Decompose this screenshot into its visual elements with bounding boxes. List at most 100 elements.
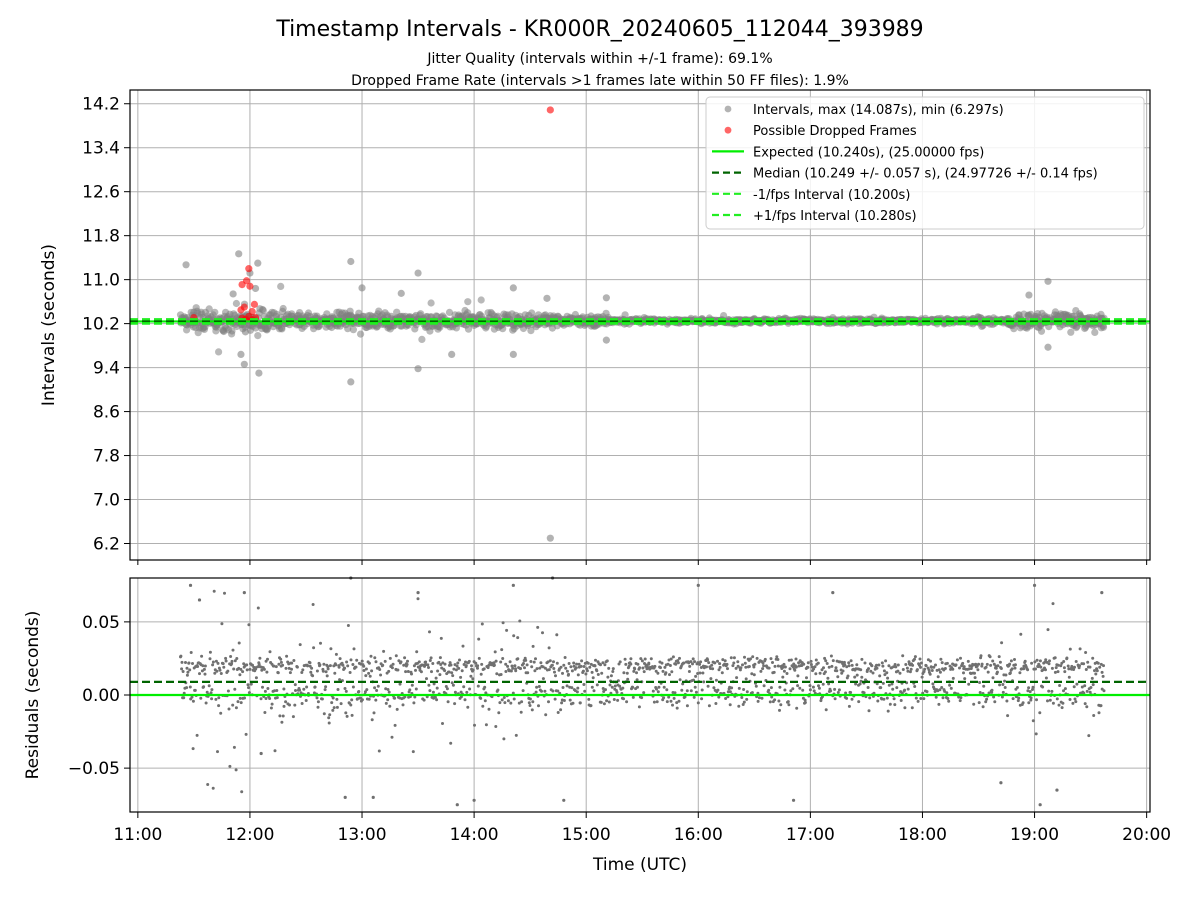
- residual-point: [1056, 663, 1060, 667]
- residual-point: [817, 686, 821, 690]
- residual-point: [781, 665, 785, 669]
- residual-point: [720, 671, 724, 675]
- residual-point: [590, 670, 594, 674]
- residual-point: [569, 665, 573, 669]
- residual-point: [651, 689, 655, 693]
- residual-point: [256, 606, 260, 610]
- residual-point: [463, 698, 467, 702]
- legend-frame: [705, 96, 1145, 230]
- residual-point: [906, 687, 910, 691]
- interval-point: [205, 305, 213, 313]
- residual-point: [590, 685, 594, 689]
- residual-point: [744, 665, 748, 669]
- residual-point: [562, 798, 566, 802]
- residual-point: [186, 670, 190, 674]
- residual-point: [447, 670, 451, 674]
- residual-point: [243, 696, 246, 700]
- residual-point: [498, 701, 502, 705]
- residual-point: [875, 682, 879, 686]
- residual-point: [918, 657, 922, 661]
- residual-point: [689, 689, 693, 693]
- residual-point: [879, 686, 883, 690]
- residual-point: [755, 656, 759, 660]
- residual-point: [698, 662, 702, 666]
- residual-point: [724, 697, 728, 700]
- residual-point: [896, 663, 900, 667]
- residual-point: [670, 670, 674, 674]
- residual-point: [345, 714, 349, 718]
- residual-point: [481, 704, 485, 708]
- residual-point: [512, 697, 516, 701]
- residual-point: [941, 696, 945, 700]
- residual-point: [750, 672, 754, 676]
- residual-point: [1046, 628, 1050, 632]
- residual-point: [472, 798, 476, 802]
- residual-point: [958, 699, 962, 703]
- residual-point: [226, 689, 230, 693]
- residual-point: [925, 690, 929, 694]
- residual-point: [541, 665, 545, 669]
- residual-point: [1093, 669, 1096, 673]
- residual-point: [233, 687, 237, 691]
- interval-point: [254, 332, 262, 340]
- residual-point: [706, 684, 710, 688]
- residual-point: [446, 700, 450, 704]
- residual-point: [640, 696, 644, 700]
- residual-point: [747, 665, 751, 668]
- residual-point: [559, 708, 563, 712]
- residual-point: [837, 688, 841, 692]
- residual-point: [363, 690, 367, 694]
- residual-point: [773, 664, 777, 668]
- residual-point: [202, 685, 206, 689]
- residual-point: [680, 688, 684, 692]
- residual-point: [265, 670, 269, 674]
- residual-point: [196, 665, 200, 668]
- residual-point: [592, 689, 596, 693]
- residual-point: [285, 654, 289, 658]
- residual-point: [233, 659, 237, 663]
- residual-point: [313, 685, 317, 689]
- residual-point: [624, 662, 628, 666]
- residual-point: [1087, 734, 1091, 738]
- residual-point: [892, 697, 896, 701]
- residual-point: [471, 668, 475, 672]
- residual-point: [367, 661, 371, 665]
- residual-point: [237, 641, 241, 645]
- residual-point: [386, 688, 390, 691]
- residual-point: [814, 658, 818, 662]
- residual-point: [216, 750, 219, 754]
- residual-point: [629, 662, 633, 666]
- intervals-y-tick-label: 11.0: [82, 271, 120, 291]
- residual-point: [742, 700, 746, 704]
- residual-point: [847, 661, 851, 665]
- residual-point: [266, 687, 270, 690]
- residual-point: [212, 589, 216, 593]
- residual-point: [951, 667, 955, 671]
- residual-point: [904, 663, 908, 666]
- residual-point: [796, 684, 800, 688]
- residual-point: [534, 690, 538, 694]
- residual-point: [859, 668, 863, 672]
- residual-point: [540, 689, 543, 693]
- residual-point: [857, 700, 861, 704]
- residual-point: [494, 659, 498, 663]
- residual-point: [1001, 690, 1005, 694]
- residual-point: [621, 686, 625, 690]
- residual-point: [1058, 684, 1062, 687]
- residual-point: [1023, 659, 1027, 663]
- residual-point: [360, 659, 364, 663]
- residual-point: [721, 658, 725, 662]
- residual-point: [783, 688, 787, 692]
- residual-point: [782, 669, 786, 673]
- residual-point: [572, 661, 576, 665]
- residual-point: [531, 700, 535, 704]
- residual-point: [779, 703, 783, 707]
- residual-point: [273, 749, 277, 753]
- residual-point: [191, 747, 195, 751]
- residual-point: [993, 700, 997, 704]
- residual-point: [189, 651, 193, 654]
- interval-point: [229, 290, 237, 298]
- interval-point: [251, 284, 260, 293]
- residual-point: [1066, 664, 1070, 668]
- residual-point: [476, 664, 480, 668]
